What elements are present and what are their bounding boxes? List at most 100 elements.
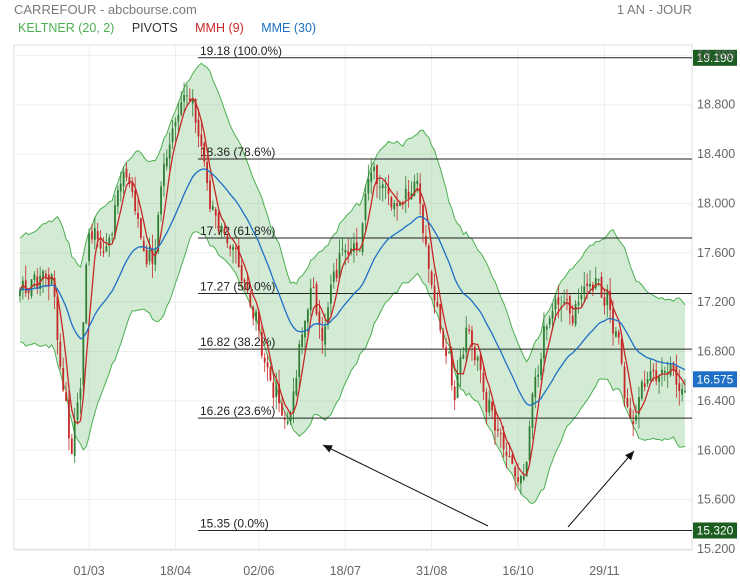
candle-body	[378, 186, 381, 188]
candle-body	[422, 204, 424, 234]
mme-line	[19, 168, 686, 406]
candle-body	[338, 252, 341, 278]
candle-body	[88, 233, 90, 262]
y-tick-label: 18.400	[697, 147, 735, 161]
candle-body	[301, 334, 304, 347]
candle-body	[387, 188, 390, 194]
candle-body	[306, 309, 309, 323]
candle-body	[194, 98, 197, 123]
candle-body	[563, 301, 565, 304]
candle-body	[286, 421, 289, 424]
y-tick-label: 18.800	[697, 98, 735, 112]
candle-body	[125, 168, 128, 178]
legend-mmh[interactable]: MMH (9)	[195, 21, 244, 35]
candle-body	[494, 408, 496, 431]
candle-body	[419, 183, 422, 204]
fib-price-box-label: 15.320	[697, 523, 734, 537]
arrow-left	[322, 444, 489, 527]
candle-body	[203, 143, 206, 162]
candle-body	[632, 421, 635, 425]
candle-body	[462, 354, 465, 359]
candle-body	[82, 322, 85, 386]
candle-body	[373, 166, 375, 172]
fib-price-box-label: 19.190	[697, 51, 734, 65]
candle-body	[514, 467, 517, 477]
keltner-upper	[19, 62, 686, 363]
period-label[interactable]: 1 AN - JOUR	[616, 2, 692, 17]
candle-body	[151, 249, 154, 264]
y-tick-label: 19.200	[697, 48, 735, 62]
candle-body	[275, 384, 278, 398]
candle-body	[606, 289, 609, 306]
candle-body	[612, 308, 614, 334]
candle-body	[102, 251, 105, 254]
candle-body	[401, 202, 404, 204]
candle-body	[381, 184, 384, 189]
candle-body	[122, 171, 125, 187]
candle-body	[62, 367, 65, 391]
legend-keltner[interactable]: KELTNER (20, 2)	[18, 21, 115, 35]
candle-body	[577, 302, 580, 306]
candle-body	[76, 402, 79, 421]
y-tick-label: 18.000	[697, 196, 735, 210]
candle-body	[174, 121, 177, 127]
candle-body	[327, 307, 329, 324]
candle-body	[531, 393, 534, 428]
candle-body	[240, 265, 243, 281]
candle-body	[499, 433, 502, 435]
candle-body	[65, 392, 67, 402]
candle-body	[53, 277, 56, 297]
candle-body	[269, 366, 272, 381]
fib-label: 15.35 (0.0%)	[200, 516, 269, 530]
fib-label: 18.36 (78.6%)	[200, 145, 275, 159]
candle-body	[93, 228, 96, 240]
candle-body	[430, 271, 433, 286]
candle-body	[571, 315, 574, 324]
candle-body	[450, 351, 453, 386]
last-price-box	[693, 371, 737, 388]
fib-label: 17.27 (50.0%)	[200, 280, 275, 294]
candle-body	[488, 399, 491, 413]
x-tick-label: 29/11	[589, 564, 619, 578]
candle-body	[594, 277, 597, 289]
candle-body	[243, 279, 246, 283]
x-tick-label: 31/08	[416, 564, 447, 578]
candle-body	[315, 284, 318, 315]
candle-body	[183, 94, 185, 102]
legend-mme[interactable]: MME (30)	[261, 21, 317, 35]
candle-body	[678, 383, 681, 391]
candle-body	[188, 98, 191, 101]
candle-body	[168, 144, 171, 159]
candle-body	[177, 114, 180, 122]
candle-body	[266, 362, 269, 368]
candle-body	[229, 246, 232, 249]
candle-body	[211, 206, 214, 210]
candle-body	[505, 452, 508, 456]
candle-body	[45, 273, 47, 277]
candle-body	[255, 311, 257, 322]
candle-body	[347, 251, 350, 255]
candle-body	[289, 412, 292, 422]
candle-body	[119, 183, 122, 192]
arrow-left-head	[323, 445, 333, 453]
legend-pivots[interactable]: PIVOTS	[131, 21, 178, 35]
candle-body	[496, 429, 499, 431]
candle-body	[661, 369, 663, 375]
candle-body	[99, 241, 102, 249]
keltner-fill	[20, 63, 685, 504]
candle-body	[629, 408, 632, 418]
candle-body	[545, 326, 548, 330]
candle-body	[355, 242, 358, 251]
candle-body	[131, 181, 134, 193]
candle-body	[537, 374, 540, 377]
candle-body	[425, 235, 427, 245]
candle-body	[439, 303, 442, 331]
candle-body	[137, 212, 139, 219]
candle-body	[666, 371, 669, 374]
candle-body	[85, 264, 88, 324]
candle-body	[335, 269, 338, 279]
candle-body	[638, 397, 640, 415]
candle-body	[384, 186, 387, 188]
candle-body	[140, 218, 142, 238]
